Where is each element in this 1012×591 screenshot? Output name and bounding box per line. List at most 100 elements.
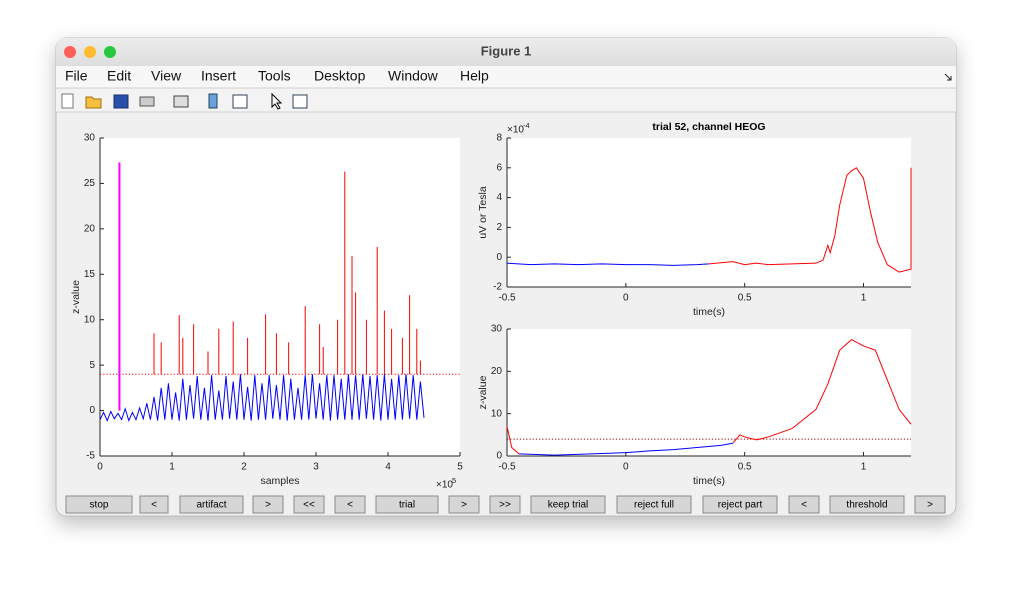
title-bar <box>56 38 956 66</box>
menu-item[interactable]: View <box>151 68 182 84</box>
button[interactable]: < <box>788 495 820 514</box>
dock-icon[interactable] <box>944 73 952 81</box>
button[interactable]: trial <box>375 495 439 514</box>
property-icon[interactable] <box>292 94 308 109</box>
toolbar-icons <box>61 92 308 110</box>
x-tick-label: 3 <box>313 462 319 473</box>
colorbar-icon[interactable] <box>208 93 218 109</box>
y-tick-label: -2 <box>493 282 502 293</box>
button[interactable]: threshold <box>829 495 905 514</box>
button-label[interactable]: stop <box>90 500 109 511</box>
save-icon[interactable] <box>113 94 129 109</box>
trace <box>506 426 520 455</box>
button-label[interactable]: artifact <box>196 500 226 511</box>
button-face[interactable] <box>65 495 133 514</box>
y-tick-label: 5 <box>89 360 95 371</box>
button-label[interactable]: keep trial <box>548 500 589 511</box>
button-face[interactable] <box>489 495 521 514</box>
button[interactable]: reject full <box>616 495 692 514</box>
button-label[interactable]: > <box>265 500 271 511</box>
minimize-button[interactable] <box>84 46 96 58</box>
button-face[interactable] <box>375 495 439 514</box>
button-face[interactable] <box>293 495 325 514</box>
button-face[interactable] <box>530 495 606 514</box>
y-tick-label: 10 <box>84 314 96 325</box>
x-tick-label: 0 <box>623 293 629 304</box>
trace <box>732 338 912 444</box>
x-axis-label: samples <box>260 475 299 487</box>
y-tick-label: 4 <box>496 192 502 203</box>
trace <box>506 262 710 266</box>
exponent-power: 5 <box>452 476 456 485</box>
button-label[interactable]: > <box>927 500 933 511</box>
button-face[interactable] <box>179 495 244 514</box>
print-icon[interactable] <box>139 96 155 107</box>
menu-item[interactable]: Window <box>388 68 439 84</box>
y-tick-label: 20 <box>491 366 503 377</box>
button-label[interactable]: >> <box>499 500 511 511</box>
menu-item[interactable]: File <box>65 68 88 84</box>
button[interactable]: < <box>139 495 169 514</box>
menu-item[interactable]: Edit <box>107 68 131 84</box>
y-tick-label: 30 <box>491 324 503 335</box>
button-face[interactable] <box>702 495 778 514</box>
x-tick-label: 2 <box>241 462 247 473</box>
trace <box>708 167 912 273</box>
button[interactable]: reject part <box>702 495 778 514</box>
y-tick-label: 2 <box>496 222 502 233</box>
x-tick-label: -0.5 <box>498 462 516 473</box>
y-axis-label: z-value <box>477 375 489 409</box>
button[interactable]: artifact <box>179 495 244 514</box>
button-label[interactable]: threshold <box>846 500 887 511</box>
close-button[interactable] <box>64 46 76 58</box>
button-face[interactable] <box>139 495 169 514</box>
x-tick-label: 0 <box>97 462 103 473</box>
zoom-button[interactable] <box>104 46 116 58</box>
button-label[interactable]: reject part <box>718 500 763 511</box>
button-face[interactable] <box>829 495 905 514</box>
button-label[interactable]: > <box>461 500 467 511</box>
menu-item[interactable]: Tools <box>258 68 291 84</box>
pointer-icon[interactable] <box>271 92 283 110</box>
button-face[interactable] <box>616 495 692 514</box>
open-icon[interactable] <box>85 96 102 109</box>
button-label[interactable]: << <box>303 500 315 511</box>
chart-title: trial 52, channel HEOG <box>652 121 765 133</box>
y-tick-label: 15 <box>84 269 96 280</box>
button[interactable]: > <box>252 495 284 514</box>
x-tick-label: 1 <box>861 462 867 473</box>
button-face[interactable] <box>252 495 284 514</box>
button-label[interactable]: < <box>801 500 807 511</box>
x-tick-label: 1 <box>861 293 867 304</box>
y-tick-label: 0 <box>496 252 502 263</box>
legend-icon[interactable] <box>232 94 248 109</box>
button-label[interactable]: trial <box>399 500 415 511</box>
button[interactable]: keep trial <box>530 495 606 514</box>
y-tick-label: 25 <box>84 178 96 189</box>
button[interactable]: >> <box>489 495 521 514</box>
button-label[interactable]: < <box>151 500 157 511</box>
x-tick-label: -0.5 <box>498 293 516 304</box>
button-face[interactable] <box>788 495 820 514</box>
button-face[interactable] <box>448 495 480 514</box>
y-axis-label: z-value <box>70 280 82 314</box>
new-icon[interactable] <box>61 93 74 109</box>
button-label[interactable]: < <box>347 500 353 511</box>
button[interactable]: << <box>293 495 325 514</box>
menu-item[interactable]: Insert <box>201 68 236 84</box>
button[interactable]: > <box>914 495 946 514</box>
link-icon[interactable] <box>173 95 189 108</box>
button[interactable]: < <box>334 495 366 514</box>
trace <box>518 442 733 456</box>
plot-area <box>507 138 911 287</box>
button-face[interactable] <box>914 495 946 514</box>
menu-item[interactable]: Desktop <box>314 68 366 84</box>
button-label[interactable]: reject full <box>634 500 674 511</box>
button[interactable]: > <box>448 495 480 514</box>
button[interactable]: stop <box>65 495 133 514</box>
menu-item[interactable]: Help <box>460 68 489 84</box>
button-face[interactable] <box>334 495 366 514</box>
